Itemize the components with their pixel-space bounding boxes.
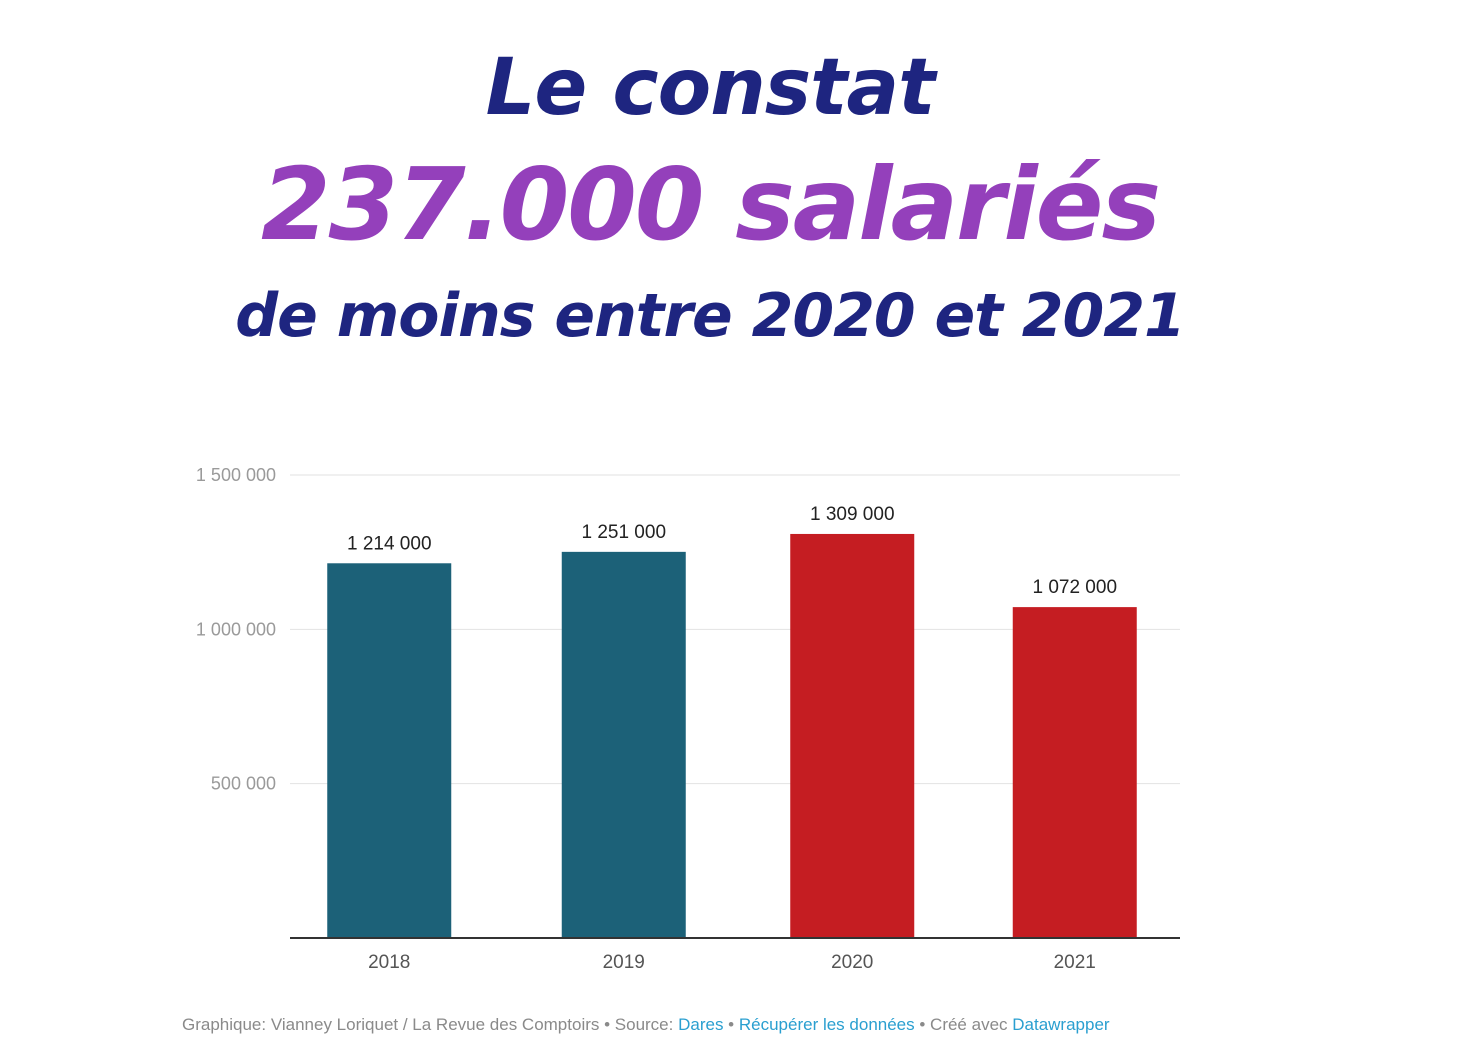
y-tick-label: 1 000 000 <box>196 619 276 639</box>
footer-created-with: • Créé avec <box>914 1015 1013 1034</box>
bar-value-label: 1 309 000 <box>810 504 895 525</box>
headline-title: Le constat <box>485 43 936 133</box>
x-tick-label: 2019 <box>603 952 645 973</box>
headline-figure: 237.000 salariés <box>261 146 1161 263</box>
bar-2019 <box>561 551 686 938</box>
bar-value-label: 1 251 000 <box>581 522 666 543</box>
bar-2020 <box>790 533 915 938</box>
footer-credit: Graphique: Vianney Loriquet / La Revue d… <box>182 1015 679 1034</box>
y-tick-label: 500 000 <box>211 774 276 794</box>
footer-separator: • <box>723 1015 739 1034</box>
x-tick-label: 2018 <box>368 952 410 973</box>
datawrapper-link[interactable]: Datawrapper <box>1012 1015 1110 1034</box>
bar-value-label: 1 214 000 <box>347 533 432 554</box>
y-tick-label: 1 500 000 <box>196 465 276 485</box>
bar-2018 <box>327 563 452 938</box>
chart-footer: Graphique: Vianney Loriquet / La Revue d… <box>182 1013 1110 1037</box>
x-tick-label: 2021 <box>1054 952 1096 973</box>
download-data-link[interactable]: Récupérer les données <box>738 1015 915 1034</box>
x-tick-label: 2020 <box>831 952 873 973</box>
bar-value-label: 1 072 000 <box>1032 577 1117 598</box>
bar-2021 <box>1012 607 1137 938</box>
headline-subtitle: de moins entre 2020 et 2021 <box>235 281 1186 351</box>
source-link[interactable]: Dares <box>678 1015 724 1034</box>
